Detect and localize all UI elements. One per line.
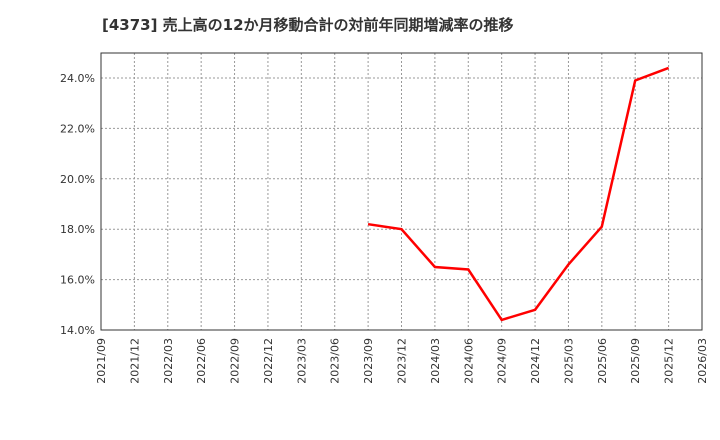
y-tick-label: 24.0% — [60, 72, 95, 85]
y-tick-label: 16.0% — [60, 274, 95, 287]
x-tick-label: 2025/06 — [596, 338, 609, 384]
x-tick-label: 2025/09 — [629, 338, 642, 384]
x-tick-label: 2022/09 — [229, 338, 242, 384]
y-tick-label: 22.0% — [60, 122, 95, 135]
y-tick-label: 20.0% — [60, 173, 95, 186]
x-tick-label: 2025/12 — [663, 338, 676, 384]
y-tick-label: 14.0% — [60, 324, 95, 337]
x-tick-label: 2023/03 — [295, 338, 308, 384]
x-tick-label: 2026/03 — [696, 338, 709, 384]
x-tick-label: 2021/09 — [95, 338, 108, 384]
x-tick-label: 2024/12 — [529, 338, 542, 384]
y-axis: 14.0% 16.0% 18.0% 20.0% 22.0% 24.0% — [60, 72, 95, 337]
x-tick-label: 2025/03 — [562, 338, 575, 384]
x-tick-label: 2022/06 — [195, 338, 208, 384]
x-tick-label: 2023/12 — [396, 338, 409, 384]
y-tick-label: 18.0% — [60, 223, 95, 236]
x-tick-label: 2023/06 — [329, 338, 342, 384]
plot-frame — [100, 52, 703, 331]
x-tick-label: 2024/09 — [496, 338, 509, 384]
x-tick-label: 2022/03 — [162, 338, 175, 384]
x-tick-label: 2022/12 — [262, 338, 275, 384]
x-axis: 2021/09 2021/12 2022/03 2022/06 2022/09 2022/… — [95, 338, 709, 384]
x-tick-label: 2024/03 — [429, 338, 442, 384]
grid-lines — [101, 53, 702, 330]
chart-title: [4373] 売上高の12か月移動合計の対前年同期増減率の推移 — [102, 16, 514, 34]
x-tick-label: 2023/09 — [362, 338, 375, 384]
x-tick-label: 2024/06 — [462, 338, 475, 384]
data-line — [367, 66, 670, 322]
x-tick-label: 2021/12 — [128, 338, 141, 384]
